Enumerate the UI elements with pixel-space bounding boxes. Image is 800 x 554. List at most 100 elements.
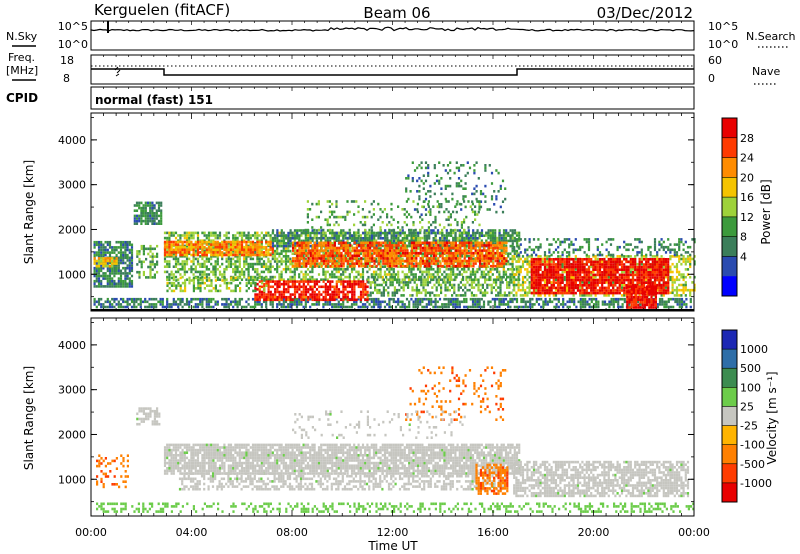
heatmap-cell: [229, 303, 233, 306]
heatmap-cell: [157, 214, 161, 218]
heatmap-cell: [322, 252, 325, 255]
heatmap-cell: [117, 305, 120, 309]
heatmap-cell: [196, 251, 200, 254]
heatmap-cell: [205, 305, 208, 309]
heatmap-cell: [104, 274, 107, 278]
heatmap-cell: [280, 252, 283, 255]
heatmap-cell: [156, 263, 159, 266]
heatmap-cell: [192, 297, 195, 301]
heatmap-cell: [472, 237, 475, 240]
heatmap-cell: [340, 239, 343, 243]
heatmap-cell: [388, 303, 391, 306]
heatmap-cell: [287, 231, 290, 235]
heatmap-cell: [265, 265, 268, 268]
heatmap-cell: [361, 303, 365, 306]
heatmap-cell: [325, 254, 328, 258]
heatmap-cell: [240, 231, 244, 235]
heatmap-cell: [375, 231, 378, 235]
heatmap-cell: [95, 305, 98, 309]
heatmap-cell: [461, 251, 464, 255]
heatmap-cell: [126, 246, 129, 249]
heatmap-cell: [364, 285, 367, 289]
heatmap-cell: [476, 241, 479, 245]
heatmap-cell: [298, 246, 301, 250]
heatmap-cell: [344, 275, 347, 279]
heatmap-cell: [399, 244, 402, 248]
heatmap-cell: [430, 257, 433, 260]
heatmap-cell: [428, 246, 431, 250]
heatmap-cell: [214, 262, 217, 266]
heatmap-cell: [108, 246, 112, 249]
heatmap-cell: [305, 246, 308, 250]
heatmap-cell: [496, 264, 499, 268]
heatmap-cell: [337, 231, 340, 235]
heatmap-cell: [183, 268, 186, 271]
heatmap-cell: [276, 257, 279, 261]
heatmap-cell: [160, 201, 163, 205]
heatmap-cell: [342, 303, 345, 306]
heatmap-cell: [216, 248, 219, 252]
heatmap-cell: [291, 282, 294, 286]
heatmap-cell: [419, 239, 422, 242]
heatmap-cell: [384, 229, 387, 232]
heatmap-cell: [357, 278, 360, 281]
heatmap-cell: [302, 273, 305, 276]
heatmap-cell: [394, 231, 398, 235]
heatmap-cell: [155, 214, 158, 218]
heatmap-cell: [108, 274, 112, 278]
heatmap-cell: [172, 265, 175, 268]
heatmap-cell: [391, 251, 394, 255]
heatmap-cell: [267, 260, 270, 263]
heatmap-cell: [296, 257, 299, 260]
heatmap-cell: [232, 268, 235, 271]
heatmap-cell: [293, 280, 297, 283]
heatmap-cell: [181, 297, 184, 301]
heatmap-cell: [135, 209, 139, 212]
heatmap-cell: [369, 283, 372, 287]
heatmap-cell: [124, 272, 127, 275]
heatmap-cell: [487, 241, 490, 245]
heatmap-cell: [472, 231, 475, 235]
heatmap-cell: [238, 270, 241, 274]
heatmap-cell: [227, 303, 230, 306]
heatmap-cell: [247, 268, 250, 271]
heatmap-cell: [115, 257, 118, 260]
heatmap-cell: [303, 241, 306, 245]
heatmap-cell: [361, 273, 365, 276]
heatmap-cell: [366, 254, 369, 258]
heatmap-cell: [399, 241, 402, 245]
heatmap-cell: [205, 260, 208, 263]
heatmap-cell: [438, 305, 442, 309]
heatmap-cell: [392, 237, 396, 240]
heatmap-cell: [223, 297, 226, 301]
heatmap-cell: [399, 239, 402, 243]
heatmap-cell: [379, 300, 382, 304]
heatmap-cell: [300, 300, 303, 304]
heatmap-cell: [406, 234, 409, 237]
heatmap-cell: [381, 275, 384, 279]
heatmap-cell: [337, 275, 340, 279]
heatmap-cell: [391, 281, 394, 284]
heatmap-cell: [100, 269, 103, 273]
heatmap-cell: [489, 234, 492, 237]
heatmap-cell: [306, 300, 310, 304]
heatmap-cell: [289, 298, 292, 302]
heatmap-cell: [188, 243, 191, 246]
heatmap-cell: [287, 237, 290, 240]
heatmap-cell: [234, 273, 237, 276]
heatmap-cell: [423, 229, 426, 232]
heatmap-cell: [364, 264, 367, 268]
heatmap-cell: [140, 260, 143, 264]
heatmap-cell: [298, 275, 301, 279]
heatmap-cell: [410, 254, 413, 258]
heatmap-cell: [271, 251, 274, 254]
heatmap-cell: [399, 257, 402, 261]
heatmap-cell: [443, 265, 446, 268]
heatmap-cell: [256, 268, 259, 271]
heatmap-cell: [293, 297, 296, 301]
heatmap-cell: [333, 295, 336, 299]
heatmap-cell: [511, 229, 514, 232]
heatmap-cell: [507, 260, 510, 263]
heatmap-cell: [496, 262, 499, 265]
heatmap-cell: [432, 254, 435, 258]
